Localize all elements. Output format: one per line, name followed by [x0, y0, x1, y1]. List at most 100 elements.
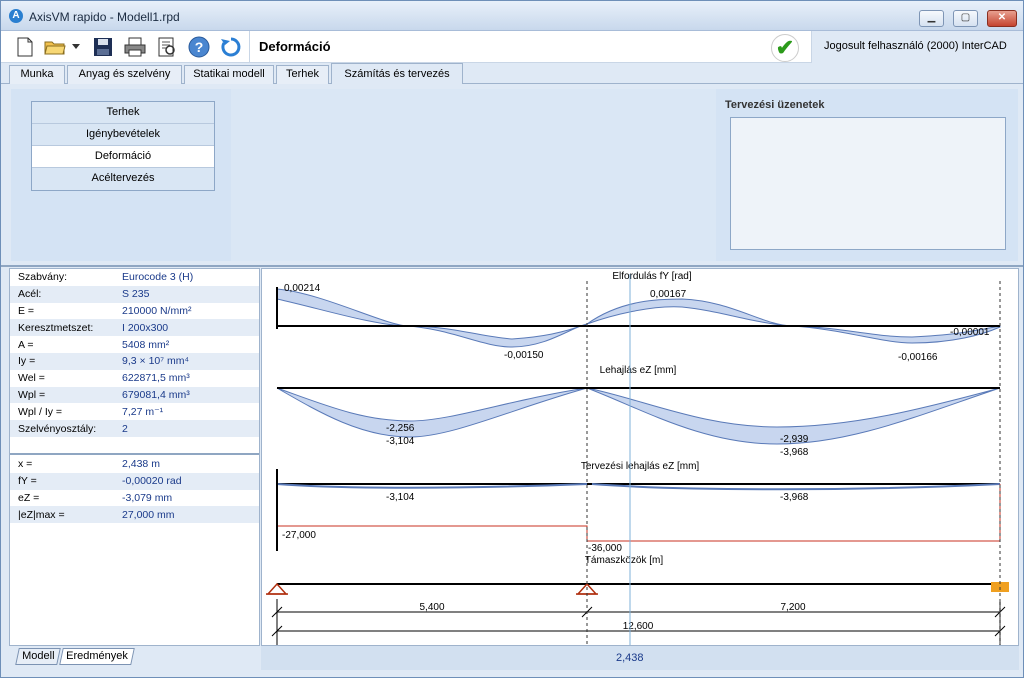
maximize-button[interactable]: ▢ [953, 10, 978, 27]
deflection-label: -2,256 [386, 423, 415, 434]
result-row: |eZ|max = 27,000 mm [10, 506, 259, 524]
supports-title: Támaszközök [m] [585, 555, 664, 566]
prop-row: E = 210000 N/mm² [10, 303, 259, 320]
license-info: Jogosult felhasználó (2000) InterCAD [811, 31, 1023, 63]
prop-key: Wpl = [18, 388, 46, 401]
prop-row: Iy = 9,3 × 10⁷ mm⁴ [10, 352, 259, 370]
cursor-position: 2,438 [616, 652, 644, 664]
prop-value: Eurocode 3 (H) [122, 271, 194, 284]
deflection-label: -3,104 [386, 436, 415, 447]
prop-value: I 200x300 [122, 321, 169, 334]
prop-row: Szabvány: Eurocode 3 (H) [10, 269, 259, 286]
design-label: -3,104 [386, 492, 415, 503]
prop-row: Wpl = 679081,4 mm³ [10, 386, 259, 404]
diagram-canvas: Elfordulás fY [rad] 0,00214 -0,00150 0,0… [266, 271, 1009, 645]
design-label: -3,968 [780, 492, 809, 503]
design-messages-panel: Tervezési üzenetek [716, 89, 1018, 261]
close-button[interactable]: ✕ [987, 10, 1017, 27]
prop-value: 210000 N/mm² [122, 304, 192, 317]
design-messages-box [730, 117, 1006, 250]
prop-key: E = [18, 304, 35, 317]
minimize-button[interactable]: ▁ [919, 10, 944, 27]
tab-eredmenyek-label: Eredmények [66, 650, 128, 662]
prop-row: Wpl / Iy = 7,27 m⁻¹ [10, 403, 259, 420]
prop-value: 5408 mm² [122, 338, 170, 351]
menu-item-aceltervezes[interactable]: Acéltervezés [32, 168, 214, 190]
span-label: 7,200 [780, 602, 805, 613]
tab-modell[interactable]: Modell [15, 648, 62, 665]
result-row: fY = -0,00020 rad [10, 472, 259, 490]
checkmark-icon: ✔ [771, 34, 799, 62]
tab-statikai-modell[interactable]: Statikai modell [184, 65, 274, 84]
result-row: eZ = -3,079 mm [10, 490, 259, 507]
prop-row: Szelvényosztály: 2 [10, 420, 259, 437]
menu-item-terhek[interactable]: Terhek [32, 102, 214, 124]
middle-panel [231, 89, 716, 261]
result-key: x = [18, 458, 33, 471]
prop-key: Wel = [18, 372, 45, 385]
rotation-title: Elfordulás fY [rad] [612, 271, 692, 282]
rotation-label: -0,00001 [950, 327, 990, 338]
tab-anyag-es-szelveny[interactable]: Anyag és szelvény [67, 65, 182, 84]
rotation-label: 0,00167 [650, 289, 687, 300]
rotation-label: 0,00214 [284, 283, 321, 294]
save-icon[interactable] [91, 35, 115, 59]
bottom-tabs: Modell Eredmények [9, 646, 261, 668]
prop-key: Iy = [18, 355, 36, 368]
design-label: -27,000 [282, 530, 316, 541]
prop-row: Acél: S 235 [10, 285, 259, 303]
print-preview-icon[interactable] [155, 35, 179, 59]
properties-panel: Szabvány: Eurocode 3 (H) Acél: S 235 E = 21… [9, 268, 260, 646]
result-value: -0,00020 rad [122, 475, 182, 488]
prop-key: A = [18, 338, 34, 351]
title-bar: A AxisVM rapido - Modell1.rpd ▁ ▢ ✕ [1, 1, 1023, 31]
design-title: Tervezési lehajlás eZ [mm] [581, 461, 700, 472]
new-file-icon[interactable] [13, 35, 37, 59]
results-table: x = 2,438 m fY = -0,00020 rad eZ = -3,079 m… [10, 456, 259, 524]
properties-table: Szabvány: Eurocode 3 (H) Acél: S 235 E = 21… [10, 269, 259, 437]
result-key: fY = [18, 475, 37, 488]
prop-value: S 235 [122, 288, 150, 301]
print-icon[interactable] [123, 35, 147, 59]
rotation-area [276, 288, 1001, 348]
prop-row: Keresztmetszet: I 200x300 [10, 319, 259, 337]
svg-text:?: ? [195, 39, 204, 55]
prop-row: A = 5408 mm² [10, 336, 259, 353]
tab-terhek[interactable]: Terhek [276, 65, 329, 84]
help-icon[interactable]: ? [187, 35, 211, 59]
prop-key: Keresztmetszet: [18, 321, 94, 334]
prop-value: 622871,5 mm³ [122, 372, 190, 385]
menu-item-igenybevetelek[interactable]: Igénybevételek [32, 124, 214, 146]
side-menu-panel: Terhek Igénybevételek Deformáció Acélter… [11, 89, 231, 261]
panel-splitter[interactable] [1, 265, 1023, 267]
menu-item-deformacio[interactable]: Deformáció [32, 146, 214, 168]
deflection-title: Lehajlás eZ [mm] [600, 365, 677, 376]
design-label: -36,000 [588, 543, 622, 554]
tab-munka[interactable]: Munka [9, 65, 65, 84]
top-panel: Terhek Igénybevételek Deformáció Acélter… [1, 84, 1023, 265]
tab-modell-label: Modell [22, 650, 55, 662]
prop-key: Wpl / Iy = [18, 405, 63, 418]
left-support-icon [266, 582, 288, 595]
refresh-icon[interactable] [219, 35, 243, 59]
span-label: 12,600 [623, 621, 654, 632]
deflection-label: -2,939 [780, 434, 809, 445]
page-heading: Deformáció [259, 39, 331, 54]
prop-key: Szabvány: [18, 271, 68, 284]
result-value: 2,438 m [122, 458, 160, 471]
result-value: 27,000 mm [122, 508, 175, 521]
properties-separator [10, 437, 259, 455]
result-key: |eZ|max = [18, 508, 65, 521]
tab-eredmenyek[interactable]: Eredmények [59, 648, 135, 665]
dropdown-arrow-icon[interactable] [69, 35, 83, 59]
result-key: eZ = [18, 491, 40, 504]
design-curve [276, 483, 1001, 491]
window-title: AxisVM rapido - Modell1.rpd [29, 10, 180, 24]
design-messages-title: Tervezési üzenetek [725, 99, 825, 111]
prop-value: 679081,4 mm³ [122, 388, 190, 401]
result-row: x = 2,438 m [10, 456, 259, 473]
open-folder-icon[interactable] [43, 35, 67, 59]
tab-szamitas-es-tervezes[interactable]: Számítás és tervezés [331, 63, 463, 85]
deformation-diagrams[interactable]: Elfordulás fY [rad] 0,00214 -0,00150 0,0… [261, 268, 1019, 646]
